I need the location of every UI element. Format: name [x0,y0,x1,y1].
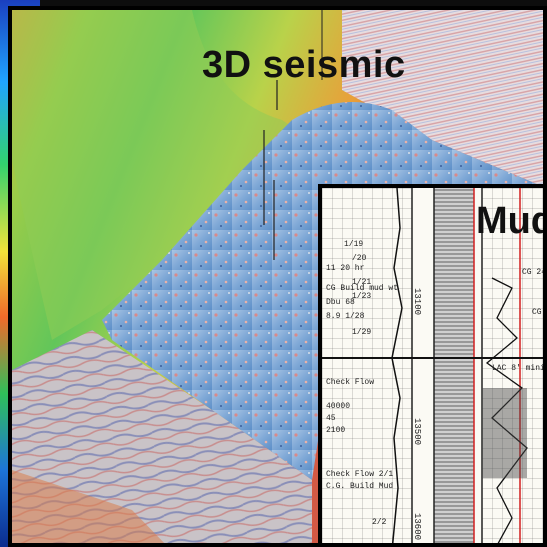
log-note: C.G. Build Mud [326,482,394,491]
log-note: 2/2 [372,518,387,527]
mud-log-grid [322,188,543,543]
crossline-section [342,10,543,187]
mud-log-title: Mud [476,200,547,242]
depth-label: 13600 [412,513,422,541]
log-note: Dbu 68 [326,298,355,307]
log-note: 1/19 [344,240,364,249]
log-note: 1/21 [352,278,372,287]
mud-log-panel: 1/19 /20 1/21 11 20 hr 1/23 CG Build mud… [318,184,547,547]
log-note: CG Build mud wt [326,284,399,293]
log-note: LAC 8' mini [492,364,545,373]
log-note: 8.9 1/28 [326,312,365,321]
log-note: 2100 [326,426,346,435]
log-note: 11 20 hr [326,264,365,273]
log-note: Check Flow 2/1 [326,470,394,479]
depth-label: 13100 [412,288,422,316]
log-note: 1/23 [352,292,372,301]
log-note: Check Flow [326,378,375,387]
log-note: 45 [326,414,336,423]
depth-label: 13500 [412,418,422,446]
log-note: 1/29 [352,328,372,337]
seismic-title: 3D seismic [202,44,406,86]
inline-section [12,330,312,543]
log-note: 40000 [326,402,351,411]
log-note: /20 [352,254,367,263]
log-note: CG 240 [522,268,547,277]
log-note: CG [532,308,542,317]
